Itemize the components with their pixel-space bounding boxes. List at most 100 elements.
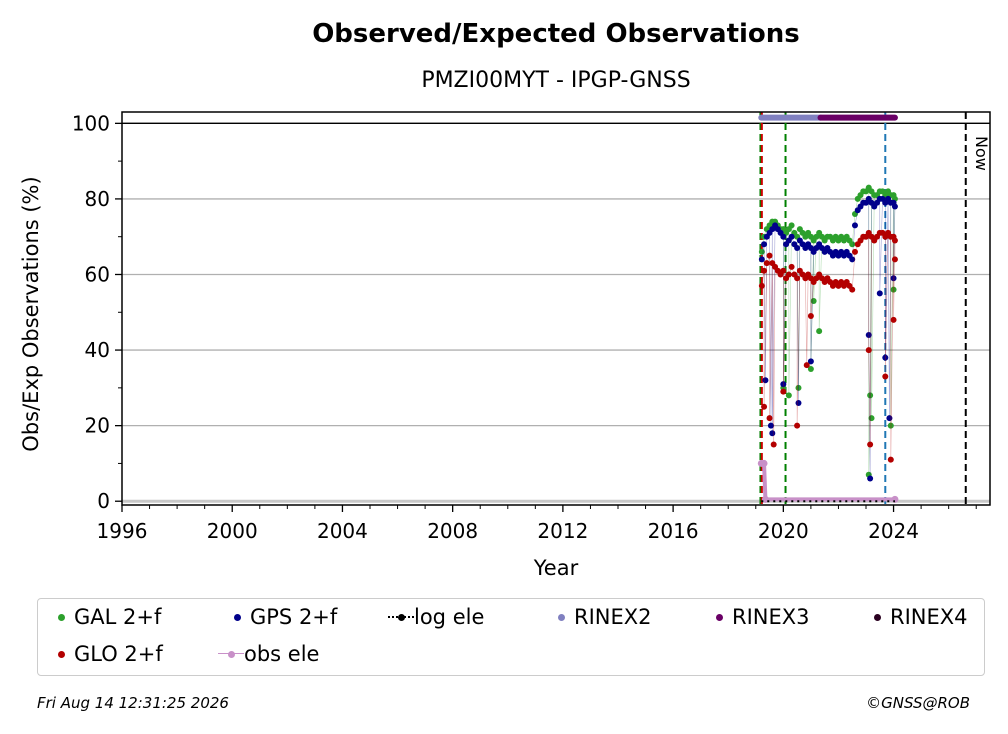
y-tick-label: 40 bbox=[85, 338, 110, 362]
data-point bbox=[794, 422, 801, 429]
data-point bbox=[780, 267, 787, 274]
data-point bbox=[761, 267, 768, 274]
data-point bbox=[891, 203, 898, 210]
data-point bbox=[758, 248, 765, 255]
data-point bbox=[849, 286, 856, 293]
data-point bbox=[886, 415, 893, 422]
data-point bbox=[788, 263, 795, 270]
data-point bbox=[785, 271, 792, 278]
legend-marker bbox=[864, 605, 890, 629]
legend-marker bbox=[548, 605, 574, 629]
data-point bbox=[788, 233, 795, 240]
data-point bbox=[867, 441, 874, 448]
legend-label: GAL 2+f bbox=[74, 605, 162, 629]
legend-item: GLO 2+f bbox=[48, 642, 163, 666]
data-point bbox=[758, 256, 765, 263]
data-point bbox=[788, 222, 795, 229]
data-point bbox=[803, 362, 810, 369]
obs-ele-point bbox=[760, 459, 768, 467]
x-tick-label: 2008 bbox=[427, 519, 478, 543]
data-point bbox=[807, 365, 814, 372]
data-point bbox=[766, 415, 773, 422]
x-tick-label: 2012 bbox=[537, 519, 588, 543]
data-point bbox=[763, 260, 770, 267]
x-tick-label: 2016 bbox=[648, 519, 699, 543]
legend-marker bbox=[218, 642, 244, 666]
x-tick-label: 2024 bbox=[868, 519, 919, 543]
now-label: Now bbox=[972, 136, 991, 171]
y-axis-label: Obs/Exp Observations (%) bbox=[19, 176, 43, 451]
x-tick-label: 2000 bbox=[207, 519, 258, 543]
chart-title: Observed/Expected Observations bbox=[312, 19, 800, 49]
x-tick-label: 1996 bbox=[97, 519, 148, 543]
data-point bbox=[882, 373, 889, 380]
x-tick-label: 2004 bbox=[317, 519, 368, 543]
footer-timestamp: Fri Aug 14 12:31:25 2026 bbox=[37, 694, 229, 712]
legend: GAL 2+f GPS 2+f log ele RINEX2 RINEX3 RINEX4 G… bbox=[37, 598, 985, 676]
data-point bbox=[795, 384, 802, 391]
legend-marker bbox=[224, 605, 250, 629]
legend-marker bbox=[706, 605, 732, 629]
data-point bbox=[794, 275, 801, 282]
data-point bbox=[807, 313, 814, 320]
data-point bbox=[867, 475, 874, 482]
data-point bbox=[816, 328, 823, 335]
data-point bbox=[761, 241, 768, 248]
legend-item: GAL 2+f bbox=[48, 605, 161, 629]
data-point bbox=[865, 331, 872, 338]
x-tick-label: 2020 bbox=[758, 519, 809, 543]
y-tick-label: 20 bbox=[85, 414, 110, 438]
chart-subtitle: PMZI00MYT - IPGP-GNSS bbox=[421, 68, 690, 93]
legend-label: RINEX3 bbox=[732, 605, 810, 629]
data-point bbox=[785, 392, 792, 399]
data-point bbox=[876, 290, 883, 297]
legend-item: RINEX2 bbox=[548, 605, 652, 629]
y-tick-label: 100 bbox=[72, 111, 110, 135]
y-tick-label: 60 bbox=[85, 262, 110, 286]
legend-marker bbox=[388, 605, 414, 629]
legend-item: log ele bbox=[388, 605, 484, 629]
series-glo bbox=[758, 229, 898, 463]
data-point bbox=[891, 256, 898, 263]
legend-marker bbox=[48, 642, 74, 666]
legend-item: RINEX3 bbox=[706, 605, 810, 629]
data-point bbox=[769, 430, 776, 437]
legend-label: log ele bbox=[414, 605, 485, 629]
data-point bbox=[770, 441, 777, 448]
data-point bbox=[890, 286, 897, 293]
legend-label: GPS 2+f bbox=[250, 605, 338, 629]
data-point bbox=[766, 252, 773, 259]
data-point bbox=[868, 415, 875, 422]
data-point bbox=[795, 399, 802, 406]
legend-label: obs ele bbox=[244, 642, 320, 666]
data-point bbox=[890, 275, 897, 282]
legend-item: obs ele bbox=[218, 642, 319, 666]
data-point bbox=[762, 377, 769, 384]
data-point bbox=[867, 392, 874, 399]
legend-item: RINEX4 bbox=[864, 605, 968, 629]
data-point bbox=[887, 422, 894, 429]
data-point bbox=[807, 358, 814, 365]
data-point bbox=[851, 248, 858, 255]
legend-label: GLO 2+f bbox=[74, 642, 163, 666]
data-point bbox=[891, 237, 898, 244]
series-obs-ele bbox=[761, 461, 895, 502]
data-point bbox=[758, 282, 765, 289]
data-point bbox=[849, 256, 856, 263]
data-point bbox=[794, 245, 801, 252]
data-point bbox=[849, 241, 856, 248]
data-point bbox=[851, 222, 858, 229]
data-point bbox=[780, 233, 787, 240]
legend-marker bbox=[48, 605, 74, 629]
data-point bbox=[810, 297, 817, 304]
data-point bbox=[865, 347, 872, 354]
series-gps bbox=[758, 195, 898, 482]
data-point bbox=[761, 403, 768, 410]
x-axis-label: Year bbox=[533, 556, 579, 580]
data-point bbox=[887, 456, 894, 463]
y-tick-label: 0 bbox=[97, 489, 110, 513]
data-point bbox=[882, 354, 889, 361]
plot-frame bbox=[121, 111, 991, 506]
data-point bbox=[780, 388, 787, 395]
